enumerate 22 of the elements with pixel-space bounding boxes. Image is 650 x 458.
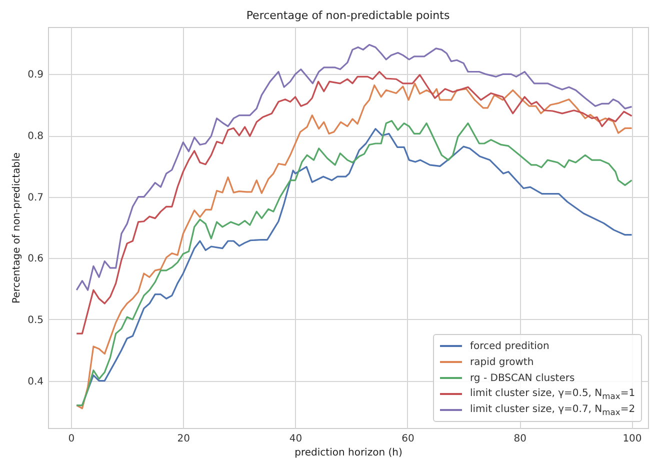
y-tick-label: 0.4	[28, 376, 44, 388]
legend-label: limit cluster size, γ=0.7, N$_{max}$=2	[470, 404, 636, 416]
x-axis-title: prediction horizon (h)	[294, 448, 402, 458]
x-tick-label: 20	[177, 434, 190, 444]
x-tick-label: 0	[68, 434, 75, 444]
x-tick-label: 100	[622, 434, 642, 444]
y-tick-label: 0.7	[28, 192, 44, 204]
legend-label: limit cluster size, γ=0.5, N$_{max}$=1	[470, 388, 636, 400]
x-tick-label: 40	[289, 434, 302, 444]
legend-label: rapid growth	[470, 356, 534, 368]
y-tick-label: 0.8	[28, 131, 44, 142]
legend-label: forced predition	[470, 340, 550, 352]
y-tick-label: 0.9	[28, 70, 44, 81]
x-tick-label: 80	[514, 434, 526, 444]
y-tick-label: 0.6	[28, 254, 44, 265]
chart-title: Percentage of non-predictable points	[246, 9, 450, 22]
legend-label: rg - DBSCAN clusters	[470, 372, 575, 384]
y-axis-title: Percentage of non-predictable	[12, 152, 23, 304]
line-series	[76, 44, 633, 291]
y-tick-label: 0.5	[28, 314, 44, 326]
line-series	[76, 70, 633, 334]
x-tick-label: 60	[402, 434, 414, 444]
